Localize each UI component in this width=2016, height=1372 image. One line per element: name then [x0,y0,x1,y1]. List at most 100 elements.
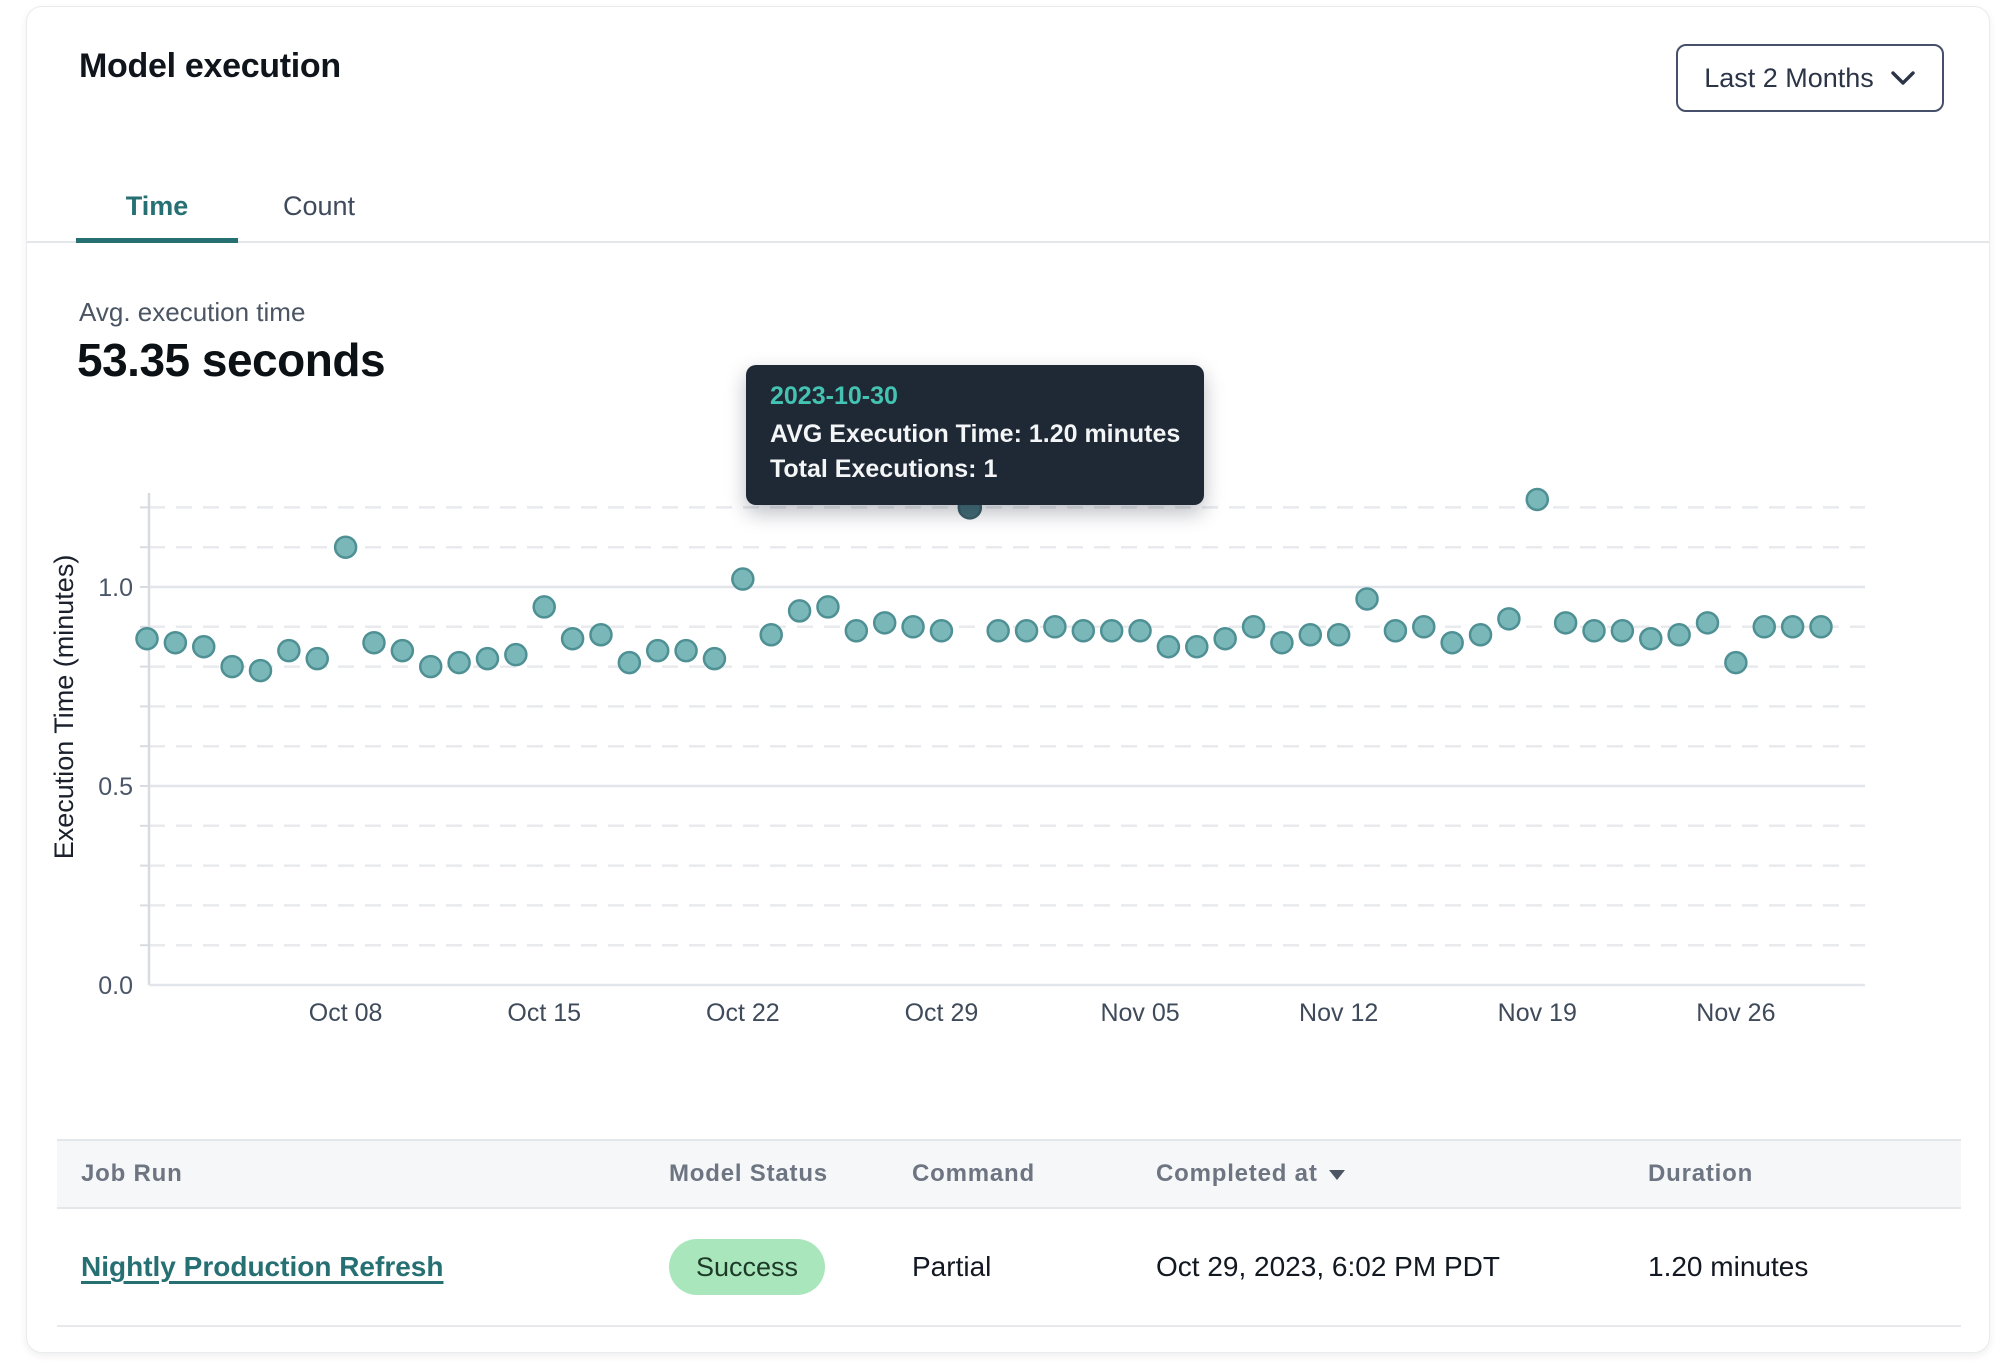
y-tick-label: 0.0 [98,972,133,1000]
data-point[interactable] [645,638,670,663]
data-point[interactable] [1553,611,1578,635]
tab-count[interactable]: Count [282,191,356,221]
data-point[interactable] [390,638,415,663]
data-point[interactable] [1128,619,1152,643]
tabs-divider [27,241,1989,243]
data-point[interactable] [1667,623,1691,647]
data-point[interactable] [1383,619,1408,643]
data-point[interactable] [1639,626,1663,651]
data-point[interactable] [418,654,443,679]
x-tick-label: Nov 19 [1498,999,1577,1027]
data-point[interactable] [1752,615,1777,639]
data-point[interactable] [1355,587,1379,611]
data-point[interactable] [1270,630,1294,655]
data-point[interactable] [929,619,954,643]
data-point[interactable] [1468,623,1493,647]
data-point[interactable] [1241,615,1266,639]
data-point[interactable] [1071,619,1096,643]
date-range-dropdown[interactable]: Last 2 Months [1676,44,1944,112]
data-point[interactable] [1326,623,1351,647]
chart-tooltip: 2023-10-30 AVG Execution Time: 1.20 minu… [746,365,1205,505]
data-point[interactable] [447,650,471,675]
data-point[interactable] [1213,626,1237,651]
column-header-command: Command [912,1160,1035,1187]
duration-cell: 1.20 minutes [1648,1251,1809,1282]
data-point[interactable] [1525,487,1550,512]
column-header-model-status: Model Status [669,1160,828,1187]
job-run-table: Job Run Model Status Command Completed a… [57,1139,1961,1327]
data-point[interactable] [305,646,329,671]
data-point[interactable] [589,623,613,647]
chevron-down-icon [1890,70,1916,86]
x-tick-label: Oct 15 [507,999,581,1027]
data-point[interactable] [532,595,556,619]
table-header-row: Job Run Model Status Command Completed a… [57,1139,1961,1209]
completed-at-cell: Oct 29, 2023, 6:02 PM PDT [1156,1251,1500,1282]
tooltip-total-executions: Total Executions: 1 [770,454,998,483]
x-tick-label: Oct 22 [706,999,780,1027]
page-title: Model execution [79,47,341,85]
data-point[interactable] [135,626,159,651]
data-point[interactable] [1156,634,1181,659]
date-range-label: Last 2 Months [1704,62,1874,93]
data-point[interactable] [475,646,500,671]
data-point[interactable] [1724,650,1748,675]
data-point[interactable] [163,630,188,655]
y-tick-label: 0.5 [98,773,133,801]
data-point[interactable] [220,654,244,679]
data-point[interactable] [787,599,812,623]
execution-time-scatter-chart[interactable]: 0.0 0.5 1.0 Execution Time (minutes) Oct 08 O… [27,7,1991,1067]
data-point[interactable] [1412,615,1436,639]
tooltip-avg-execution-time: AVG Execution Time: 1.20 minutes [770,420,1181,448]
data-point[interactable] [872,611,897,635]
data-point[interactable] [702,646,727,671]
model-execution-card: Model execution Last 2 Months Time Count… [26,6,1990,1353]
data-point[interactable] [1610,619,1635,643]
data-point[interactable] [1695,611,1720,635]
data-point[interactable] [674,638,698,663]
y-axis-title: Execution Time (minutes) [49,555,79,860]
tab-time[interactable]: Time [76,173,238,243]
column-header-duration: Duration [1648,1160,1754,1187]
y-tick-label: 1.0 [98,574,133,602]
x-tick-label: Oct 08 [309,999,383,1027]
data-point[interactable] [560,626,585,651]
data-point[interactable] [1298,623,1323,647]
avg-execution-time-label: Avg. execution time [79,297,306,327]
tab-bar: Time Count [76,173,400,243]
data-point[interactable] [844,619,869,643]
table-row: Nightly Production Refresh Success Parti… [57,1209,1961,1327]
data-point[interactable] [986,619,1010,643]
data-point[interactable] [1099,619,1124,643]
data-point[interactable] [191,634,216,659]
data-point[interactable] [333,535,358,559]
data-point[interactable] [248,658,273,683]
data-point[interactable] [759,623,783,647]
data-point[interactable] [901,615,925,639]
column-header-completed-at[interactable]: Completed at [1132,1160,1624,1188]
job-run-link[interactable]: Nightly Production Refresh [81,1251,444,1282]
x-tick-label: Nov 12 [1299,999,1378,1027]
job-run-cell: Nightly Production Refresh [57,1251,645,1283]
data-point[interactable] [1185,634,1209,659]
sort-desc-icon [1328,1160,1346,1188]
data-point[interactable] [1440,630,1464,655]
avg-execution-time-value: 53.35 seconds [77,334,386,386]
data-point[interactable] [1497,607,1521,631]
x-tick-label: Oct 29 [905,999,979,1027]
tooltip-date: 2023-10-30 [770,382,898,410]
data-point[interactable] [1043,615,1067,639]
data-point[interactable] [504,642,528,667]
data-point[interactable] [1780,615,1805,639]
data-point[interactable] [1582,619,1606,643]
data-point[interactable] [362,630,386,655]
column-header-job-run: Job Run [81,1160,183,1187]
data-point[interactable] [617,650,642,675]
data-point[interactable] [1809,615,1833,639]
data-point[interactable] [816,595,840,619]
model-status-cell: Success [645,1239,888,1295]
data-point[interactable] [731,567,755,591]
data-point[interactable] [277,638,301,663]
data-point[interactable] [1014,619,1039,643]
